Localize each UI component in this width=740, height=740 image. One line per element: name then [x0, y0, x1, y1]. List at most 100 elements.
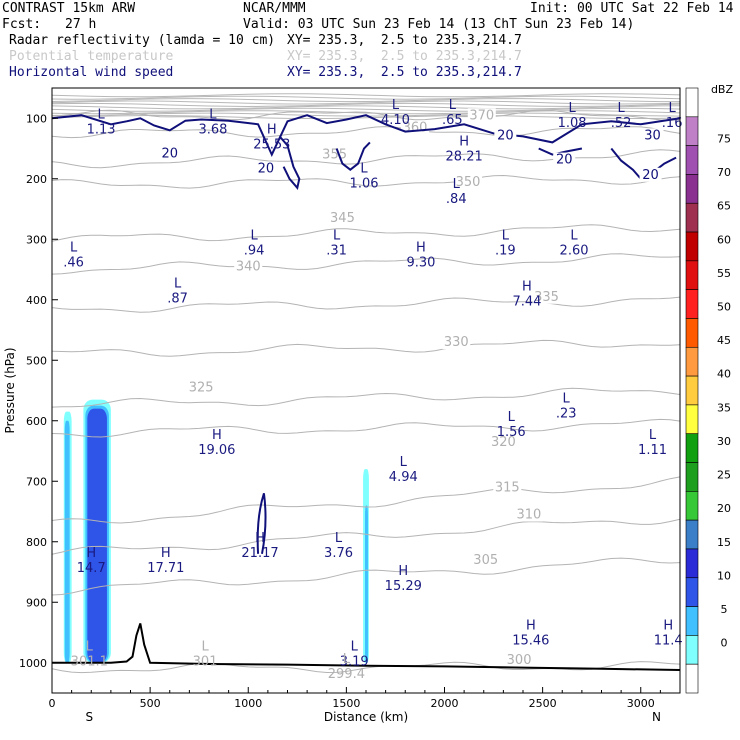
- wind-extremum-type: L: [392, 98, 400, 113]
- colorbar-label: 75: [717, 132, 731, 145]
- wind-extremum-value: 21.17: [241, 546, 278, 561]
- x-tick-label: 500: [140, 697, 161, 710]
- wind-extremum-value: .65: [442, 113, 463, 128]
- forecast-label: Fcst:: [2, 17, 42, 32]
- y-tick-label: 300: [26, 233, 47, 246]
- colorbar-label: 20: [717, 502, 731, 515]
- wind-contour-label: 20: [161, 147, 178, 162]
- reflectivity-layer: [63, 399, 369, 663]
- colorbar-label: 0: [721, 637, 728, 650]
- wind-extremum-value: 15.46: [512, 633, 549, 648]
- wind-contour-label: 20: [642, 168, 659, 183]
- theta-contour: [51, 296, 681, 313]
- theta-contour-label: 340: [236, 260, 261, 275]
- theta-upper-contour: [51, 114, 681, 119]
- colorbar-label: 35: [717, 401, 731, 414]
- wind-extremum-value: .23: [556, 407, 577, 422]
- wind-extremum-value: 28.21: [446, 149, 483, 164]
- wind-extremum-type: L: [563, 392, 571, 407]
- field-reflectivity-xy: XY= 235.3, 2.5 to 235.3,214.7: [287, 33, 522, 48]
- wind-extremum-value: 1.11: [638, 443, 667, 458]
- theta-contours: 3003053103153203253303353403453503553603…: [51, 93, 681, 674]
- colorbar-swatch: [685, 174, 699, 204]
- colorbar-swatch: [685, 548, 699, 579]
- reflectivity-column: [365, 505, 368, 663]
- wind-extremum-type: L: [669, 101, 677, 116]
- theta-contour-label: 310: [516, 508, 541, 523]
- wind-label-bg: [158, 146, 181, 161]
- wind-contour: [256, 493, 267, 555]
- wind-extremum-type: H: [212, 428, 222, 443]
- theta-extremum-value: 299.4: [328, 667, 365, 682]
- wind-extremum-value: 7.44: [512, 295, 541, 310]
- y-tick-label: 200: [26, 173, 47, 186]
- wind-extremum-type: H: [398, 564, 408, 579]
- wind-extremum-type: L: [570, 228, 578, 243]
- left-endpoint-label: S: [85, 710, 93, 724]
- x-tick-label: 2000: [431, 697, 459, 710]
- theta-contour-label: 325: [189, 381, 214, 396]
- wind-extremum-value: .19: [495, 243, 516, 258]
- field-wind-name: Horizontal wind speed: [9, 65, 174, 80]
- reflectivity-column: [87, 408, 107, 663]
- wind-contour: [51, 114, 681, 157]
- wind-extremum-value: 3.76: [324, 546, 353, 561]
- y-tick-label: 500: [26, 354, 47, 367]
- wind-extremum-type: H: [267, 122, 277, 137]
- x-tick-label: 1500: [332, 697, 360, 710]
- theta-label-bg: [320, 147, 349, 162]
- theta-contour: [51, 224, 681, 242]
- colorbar-label: 45: [717, 334, 731, 347]
- forecast-hour: 27 h: [65, 17, 97, 32]
- wind-extremum-type: H: [663, 618, 673, 633]
- colorbar-label: 15: [717, 536, 731, 549]
- wind-extremum-type: H: [459, 134, 469, 149]
- colorbar: 0 5 10 15 20 25 30 35 40 45 50 55 60 65 70 75 dBZ: [685, 83, 733, 694]
- org-label: NCAR/MMM: [243, 1, 306, 16]
- terrain-layer: [52, 623, 681, 671]
- theta-contour: [51, 661, 681, 674]
- theta-contour-label: 320: [491, 435, 516, 450]
- y-tick-label: 700: [26, 475, 47, 488]
- wind-label-bg: [553, 152, 576, 167]
- theta-label-bg: [505, 652, 534, 667]
- wind-extremum-type: H: [86, 546, 96, 561]
- theta-contour: [51, 476, 681, 524]
- theta-extremum-type: L: [343, 652, 351, 667]
- wind-extremum-type: L: [360, 162, 368, 177]
- theta-upper-contour: [51, 93, 681, 98]
- colorbar-label: 55: [717, 267, 731, 280]
- y-tick-label: 100: [26, 112, 47, 125]
- theta-contour-label: 315: [495, 480, 520, 495]
- wind-extremum-value: 4.10: [381, 113, 410, 128]
- wind-extremum-value: 1.06: [350, 177, 379, 192]
- wind-extremum-value: 4.94: [389, 470, 418, 485]
- wind-extremum-value: .94: [244, 243, 265, 258]
- wind-extremum-type: H: [255, 531, 265, 546]
- theta-contour: [51, 253, 681, 275]
- x-tick-label: 3000: [627, 697, 655, 710]
- theta-contour: [51, 518, 681, 555]
- y-tick-label: 600: [26, 415, 47, 428]
- theta-contour-label: 330: [444, 335, 469, 350]
- x-tick-label: 2500: [529, 697, 557, 710]
- y-tick-label: 400: [26, 294, 47, 307]
- wind-label-bg: [254, 161, 277, 176]
- theta-label-bg: [493, 480, 522, 495]
- wind-extremum-type: L: [618, 101, 626, 116]
- theta-contour: [51, 149, 681, 169]
- wind-extremum-value: .84: [446, 192, 467, 207]
- y-tick-label: 900: [26, 596, 47, 609]
- wind-extremum-type: L: [568, 101, 576, 116]
- colorbar-swatch: [685, 491, 699, 521]
- x-tick-label: 1000: [234, 697, 262, 710]
- colorbar-swatch: [685, 289, 699, 319]
- wind-contour-label: 20: [556, 153, 573, 168]
- wind-contour-label: 30: [644, 128, 661, 143]
- wind-extremum-type: L: [449, 98, 457, 113]
- theta-contour-label: 355: [322, 148, 347, 163]
- theta-upper-contour: [51, 95, 681, 100]
- colorbar-label: 40: [717, 368, 731, 381]
- theta-upper-contour: [51, 107, 681, 112]
